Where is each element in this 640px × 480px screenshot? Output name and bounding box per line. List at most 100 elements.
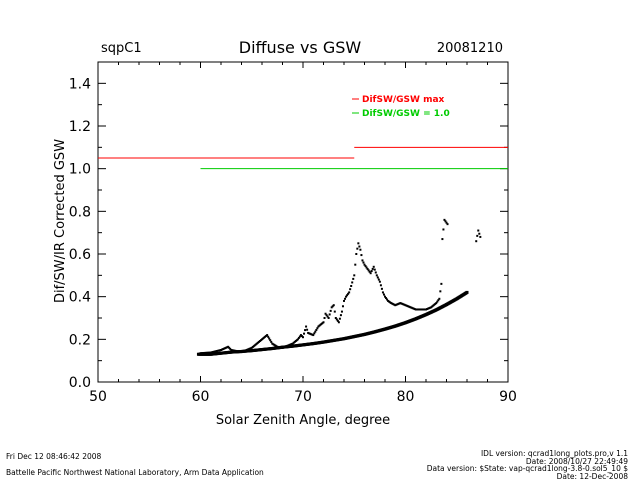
data-point xyxy=(286,344,289,347)
data-point xyxy=(215,350,218,353)
data-point xyxy=(199,352,202,355)
data-point xyxy=(330,306,333,309)
data-point xyxy=(423,308,426,311)
data-point xyxy=(373,268,376,271)
data-point xyxy=(305,325,308,328)
data-point xyxy=(307,331,310,334)
data-point xyxy=(353,274,356,277)
data-point xyxy=(367,269,370,272)
data-point xyxy=(274,344,277,347)
y-tick-label: 0.8 xyxy=(69,204,91,220)
data-point xyxy=(262,337,265,340)
data-point xyxy=(398,302,401,305)
data-point xyxy=(427,307,430,310)
y-tick-label: 0.4 xyxy=(69,290,91,306)
data-point xyxy=(334,317,337,319)
data-point xyxy=(477,229,480,232)
data-point xyxy=(211,351,214,354)
data-point xyxy=(365,266,368,269)
footer-idl-version: IDL version: qcrad1long_plots.pro,v 1.1 xyxy=(481,449,628,458)
data-point xyxy=(362,261,365,264)
data-point xyxy=(412,307,415,310)
data-point xyxy=(315,328,318,331)
data-point xyxy=(442,228,445,231)
legend-label-unity: DifSW/GSW = 1.0 xyxy=(362,109,450,119)
data-point xyxy=(293,340,296,343)
data-point xyxy=(436,300,439,303)
data-point xyxy=(256,341,259,344)
ticks-layer: 50 60 70 80 90 0.0 0.2 0.4 0.6 0.8 1.0 1.2 1.4 xyxy=(69,62,517,405)
data-point xyxy=(414,308,417,311)
data-point xyxy=(226,346,229,349)
data-point xyxy=(349,288,352,291)
data-point xyxy=(235,350,238,353)
data-points xyxy=(196,218,482,356)
data-point xyxy=(404,304,407,307)
x-tick-label: 50 xyxy=(89,389,107,405)
data-point xyxy=(233,349,236,352)
data-point xyxy=(303,332,306,335)
data-point xyxy=(271,342,274,345)
data-point xyxy=(437,299,440,302)
data-point xyxy=(413,308,416,311)
data-point xyxy=(224,347,227,350)
data-point xyxy=(218,349,221,352)
data-point xyxy=(339,314,342,317)
data-point xyxy=(302,336,304,339)
data-point xyxy=(380,287,383,290)
data-point xyxy=(410,306,413,309)
data-point xyxy=(327,317,330,319)
data-point xyxy=(232,349,235,352)
data-point xyxy=(263,336,266,339)
data-point xyxy=(300,335,303,338)
data-point xyxy=(407,305,410,308)
data-point xyxy=(352,277,355,280)
y-axis-label: Dif/SW/IR Corrected GSW xyxy=(53,139,68,303)
data-point xyxy=(217,349,220,352)
data-point xyxy=(386,298,389,301)
data-point xyxy=(346,294,349,297)
data-point xyxy=(408,305,411,308)
data-point xyxy=(387,299,390,302)
data-point xyxy=(237,350,240,353)
data-point xyxy=(275,345,278,348)
data-point xyxy=(384,295,386,298)
reference-lines xyxy=(98,146,508,170)
data-point xyxy=(379,284,382,287)
data-point xyxy=(333,310,336,313)
data-point xyxy=(257,340,260,343)
data-point xyxy=(406,305,409,308)
data-point xyxy=(228,346,231,349)
data-point xyxy=(247,348,250,351)
data-point xyxy=(320,322,323,325)
data-point xyxy=(308,332,311,335)
data-point xyxy=(304,329,307,332)
data-point xyxy=(253,344,256,347)
data-point xyxy=(234,349,237,352)
data-point xyxy=(372,265,375,268)
data-point xyxy=(236,350,239,353)
data-point xyxy=(328,313,331,316)
data-point xyxy=(479,235,482,238)
data-point xyxy=(297,336,300,339)
data-point xyxy=(202,352,205,355)
data-point xyxy=(246,348,249,351)
data-point xyxy=(207,351,210,354)
data-point xyxy=(350,285,353,287)
data-point xyxy=(223,347,226,350)
data-point xyxy=(265,334,268,337)
data-point xyxy=(366,267,369,270)
data-point xyxy=(214,350,217,353)
data-point xyxy=(285,345,288,348)
data-point xyxy=(435,302,438,305)
data-point xyxy=(421,308,424,311)
data-point xyxy=(323,317,326,319)
data-point xyxy=(475,240,478,243)
data-point xyxy=(341,305,344,308)
data-point xyxy=(347,292,350,295)
data-point xyxy=(354,263,357,266)
data-point xyxy=(446,223,449,226)
data-point xyxy=(203,351,206,354)
data-point xyxy=(396,303,399,306)
data-point xyxy=(259,339,262,342)
